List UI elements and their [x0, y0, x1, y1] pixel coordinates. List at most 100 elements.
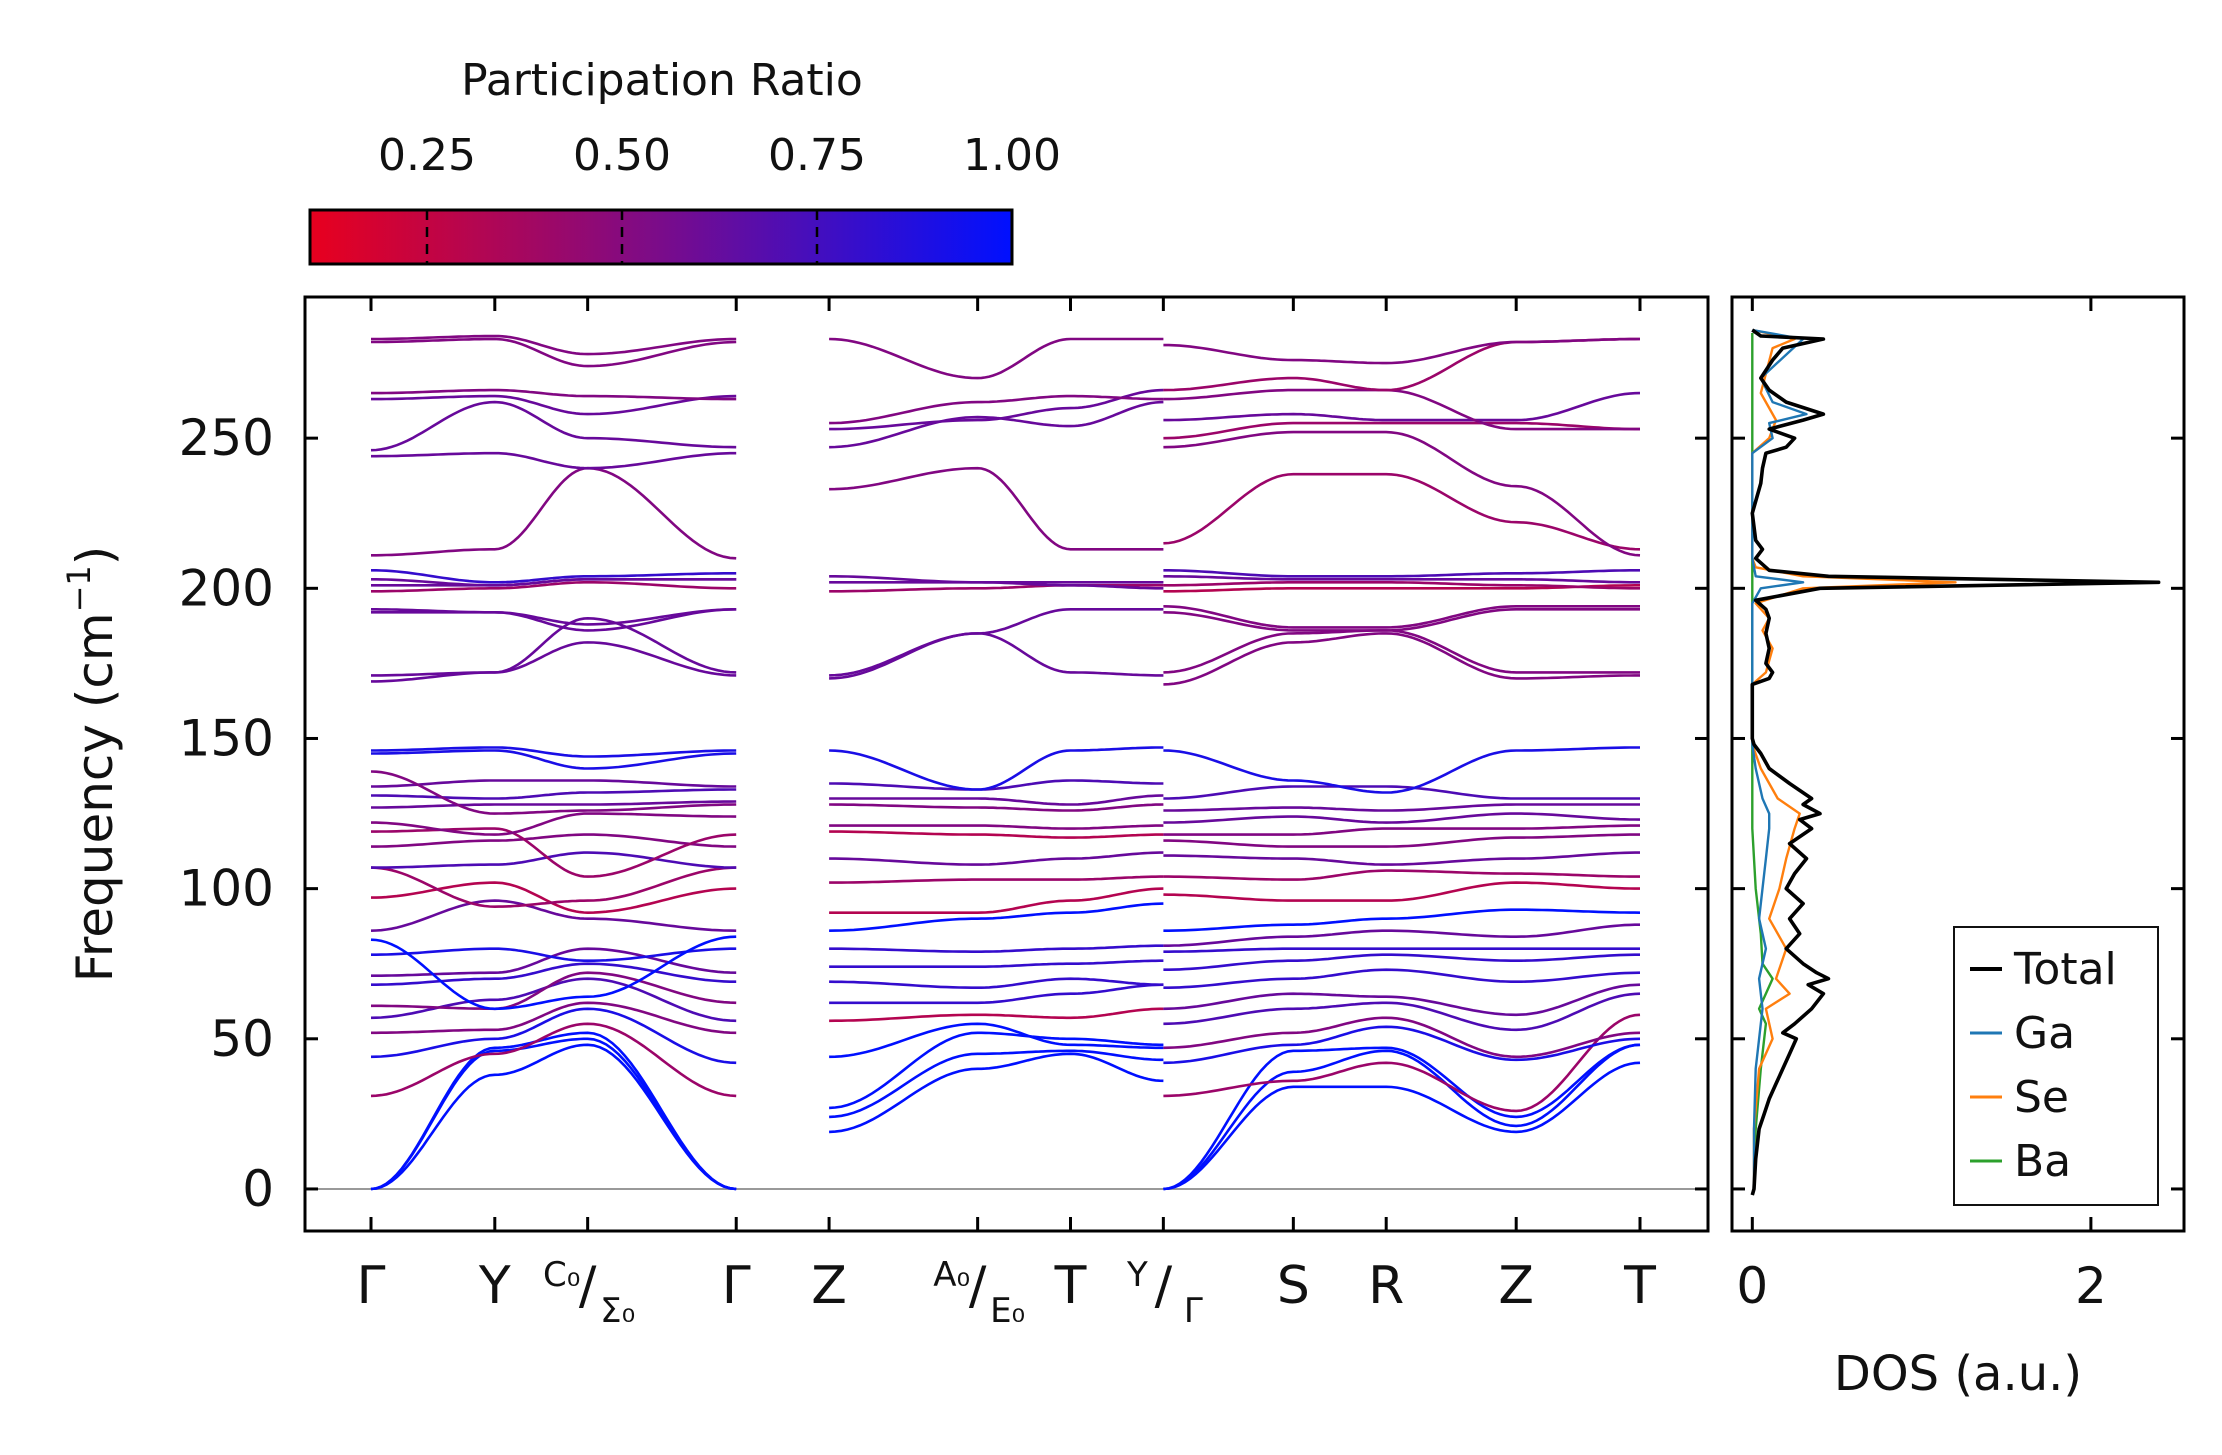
band-branch [1163, 824, 1640, 836]
band-branch [1163, 569, 1640, 578]
band-branch [370, 1007, 737, 1065]
band-branch [829, 1022, 1164, 1059]
band-branch [829, 608, 1164, 677]
band-branch [371, 616, 737, 677]
band-branch [1163, 923, 1640, 947]
band-branch [1163, 746, 1640, 794]
band-branch [1163, 908, 1641, 932]
band-branch [829, 902, 1164, 932]
band-branch [371, 581, 737, 593]
kpoint-label: Z [811, 1256, 847, 1316]
kpoint-label-bottom: Γ [1184, 1291, 1203, 1331]
band-branch [1163, 869, 1640, 881]
band-branch [1163, 1043, 1641, 1191]
band-branch [1163, 947, 1640, 953]
band-branch [370, 400, 737, 452]
band-axes-frame [303, 295, 1710, 1233]
band-branch [371, 388, 737, 401]
band-branch [829, 632, 1164, 680]
dos-line-total [1750, 328, 2161, 1196]
band-branch [371, 569, 737, 584]
band-branch [829, 803, 1164, 812]
band-branch [1163, 1013, 1641, 1113]
band-branch [829, 977, 1164, 989]
band-branch [829, 794, 1164, 806]
band-branch [1163, 812, 1641, 824]
band-branch [1163, 605, 1640, 629]
band-branch [370, 770, 737, 815]
band-branch [1163, 337, 1641, 392]
band-branch [1163, 803, 1640, 812]
band-lines [370, 334, 1641, 1191]
kpoint-label-top: Y [1126, 1255, 1148, 1295]
legend-label-se: Se [2014, 1072, 2069, 1123]
band-branch [370, 866, 737, 909]
band-branch [370, 1022, 737, 1098]
band-branch [829, 851, 1164, 866]
colorbar-bar [308, 208, 1014, 266]
band-branch [371, 1001, 737, 1035]
dos-y-ticks [1732, 436, 2184, 1191]
band-branch [370, 899, 737, 932]
dos-x-tick-label: 2 [2075, 1257, 2107, 1315]
band-y-tick-label: 0 [242, 1160, 274, 1218]
band-branch [829, 337, 1164, 380]
band-branch [371, 337, 737, 368]
band-branch [371, 451, 737, 470]
band-branch [1163, 472, 1641, 551]
kpoint-label: Y [478, 1256, 511, 1316]
band-branch [829, 746, 1164, 791]
band-y-tick-label: 250 [179, 409, 274, 467]
legend-label-total: Total [2013, 944, 2117, 995]
band-branch [1163, 629, 1640, 674]
colorbar-ticks: 0.25 0.50 0.75 1.00 [378, 130, 1061, 264]
dos-x-tick-label: 0 [1736, 1257, 1768, 1315]
kpoint-slash: / [969, 1256, 987, 1316]
band-branch [829, 1049, 1164, 1119]
colorbar-tick-label: 0.25 [378, 130, 476, 181]
band-branch [1163, 1061, 1641, 1191]
band-branch [829, 400, 1164, 449]
band-branch [371, 466, 737, 560]
band-branch [1163, 851, 1640, 866]
band-branch [371, 334, 737, 356]
kpoint-label: S [1277, 1256, 1310, 1316]
colorbar-title: Participation Ratio [461, 55, 863, 106]
band-branch [1163, 391, 1641, 422]
colorbar: Participation Ratio 0.25 0.50 0.75 1.00 [308, 55, 1061, 266]
kpoint-label: Z [1498, 1256, 1534, 1316]
band-branch [1163, 1025, 1641, 1065]
band-y-tick-label: 100 [179, 860, 274, 918]
band-branch [371, 578, 737, 587]
band-branch [829, 575, 1164, 584]
band-branch [370, 1037, 737, 1191]
kpoint-label: T [1623, 1256, 1656, 1316]
kpoint-label-top: C₀ [543, 1255, 580, 1295]
band-branch [1163, 983, 1641, 1017]
band-branch [371, 812, 737, 836]
band-branch [1163, 608, 1640, 632]
band-y-tick-label: 150 [179, 709, 274, 767]
band-branch [371, 608, 737, 632]
kpoint-label: Γ [357, 1256, 386, 1316]
band-branch [829, 466, 1164, 551]
kpoint-label-top: A₀ [933, 1255, 970, 1295]
band-branch [371, 971, 737, 1011]
band-branch [371, 962, 737, 986]
band-branch [1163, 1016, 1641, 1059]
band-branch [829, 959, 1164, 968]
kpoint-label: Γ [722, 1256, 751, 1316]
band-branch [829, 887, 1164, 914]
band-branch [370, 1031, 737, 1191]
band-branch [371, 827, 737, 878]
dos-line-ba [1751, 333, 1774, 1196]
kpoint-label: R [1368, 1256, 1404, 1316]
band-branch [829, 584, 1164, 593]
kpoint-label: T [1054, 1256, 1087, 1316]
band-branch [1163, 881, 1640, 902]
band-branch [1163, 968, 1641, 989]
band-branch [1163, 421, 1640, 440]
band-branch [371, 800, 737, 809]
